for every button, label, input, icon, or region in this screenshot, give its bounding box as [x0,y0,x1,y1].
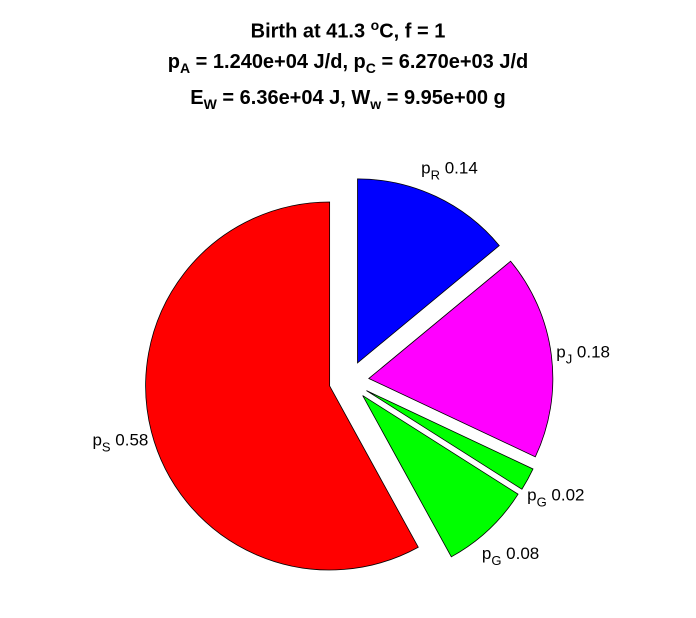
pie-label-pg-2: pG 0.02 [527,486,584,510]
pie-label-pg-3: pG 0.08 [482,544,539,568]
title-line-3: EW = 6.36e+04 J, Ww = 9.95e+00 g [190,86,506,112]
pie-slices [145,178,554,571]
pie-slice-pr-0 [357,178,500,364]
pie-label-pr-0: pR 0.14 [421,158,478,182]
pie-slice-ps-4 [145,201,419,571]
title-line-1: Birth at 41.3 oC, f = 1 [250,17,446,43]
pie-label-pj-1: pJ 0.18 [556,342,610,366]
chart-title: Birth at 41.3 oC, f = 1 pA = 1.240e+04 J… [0,10,696,119]
pie-slice-pj-1 [368,260,554,458]
pie-labels: pR 0.14 pJ 0.18 pG 0.02 pG 0.08 pS 0.58 [92,158,610,568]
pie-label-ps-4: pS 0.58 [92,431,148,455]
title-line-2: pA = 1.240e+04 J/d, pC = 6.270e+03 J/d [167,50,529,76]
pie-slice-pg-2 [366,390,534,490]
pie-slice-pg-3 [362,395,519,558]
